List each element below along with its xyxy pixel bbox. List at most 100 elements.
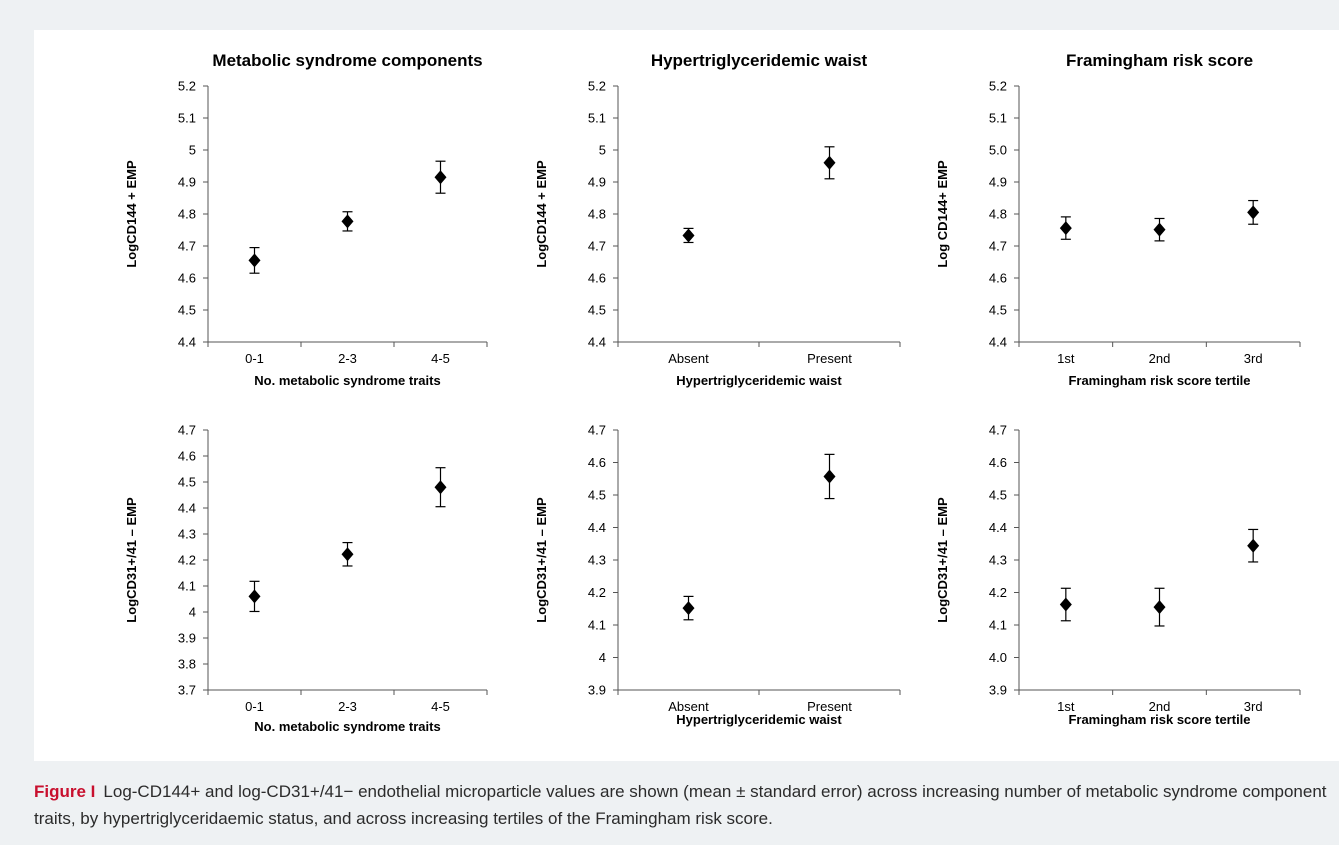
y-tick-label: 4.5 xyxy=(588,488,606,503)
y-tick-label: 4.7 xyxy=(178,423,196,438)
y-tick-label: 4.6 xyxy=(989,271,1007,286)
data-point-group xyxy=(1247,528,1260,563)
y-tick-label: 3.9 xyxy=(178,631,196,646)
y-tick-label: 4.7 xyxy=(989,239,1007,254)
data-point-group xyxy=(1247,199,1260,225)
data-point-group xyxy=(823,453,836,500)
y-tick-label: 4.9 xyxy=(588,175,606,190)
y-tick-label: 4.8 xyxy=(178,207,196,222)
y-tick-label: 4.2 xyxy=(588,585,606,600)
y-tick-label: 4.5 xyxy=(178,303,196,318)
x-axis-label: Framingham risk score tertile xyxy=(1068,712,1250,727)
caption-text: Log-CD144+ and log-CD31+/41− endothelial… xyxy=(34,782,1327,828)
y-axis-label: LogCD144 + EMP xyxy=(124,160,139,268)
y-tick-label: 4.1 xyxy=(588,618,606,633)
data-point-group xyxy=(341,211,354,232)
y-tick-label: 4.2 xyxy=(989,585,1007,600)
data-point-marker xyxy=(434,170,447,185)
y-tick-label: 4.9 xyxy=(989,175,1007,190)
data-point-group xyxy=(434,160,447,194)
y-tick-label: 4.6 xyxy=(178,271,196,286)
y-tick-label: 3.9 xyxy=(588,683,606,698)
y-tick-label: 4.3 xyxy=(178,527,196,542)
y-tick-label: 3.7 xyxy=(178,683,196,698)
x-axis-label: Hypertriglyceridemic waist xyxy=(676,373,842,388)
data-point-marker xyxy=(1247,538,1260,553)
x-axis-label: No. metabolic syndrome traits xyxy=(254,719,440,734)
x-tick-label: Absent xyxy=(668,351,709,366)
y-tick-label: 4.7 xyxy=(588,239,606,254)
y-tick-label: 4.5 xyxy=(989,303,1007,318)
data-point-marker xyxy=(682,228,695,243)
y-axis-label: LogCD31+/41 – EMP xyxy=(124,497,139,623)
chart-title: Metabolic syndrome components xyxy=(212,51,482,70)
data-point-group xyxy=(341,541,354,567)
x-tick-label: 1st xyxy=(1057,699,1075,714)
data-point-marker xyxy=(823,469,836,484)
x-tick-label: 0-1 xyxy=(245,699,264,714)
x-axis-label: Hypertriglyceridemic waist xyxy=(676,712,842,727)
data-point-marker xyxy=(248,589,261,604)
x-tick-label: 2-3 xyxy=(338,351,357,366)
chart-title: Hypertriglyceridemic waist xyxy=(651,51,868,70)
y-tick-label: 5.1 xyxy=(178,111,196,126)
chart-panel-6: 3.9 4.0 4.1 4.2 4.3 4.4 4.5 4.6 4.7 1st 2nd 3rdFram… xyxy=(935,423,1301,727)
y-tick-label: 4.4 xyxy=(588,520,606,535)
y-axis-label: LogCD31+/41 – EMP xyxy=(935,497,950,623)
y-tick-label: 5 xyxy=(189,143,196,158)
data-point-group xyxy=(682,227,695,244)
y-tick-label: 4.6 xyxy=(588,455,606,470)
y-tick-label: 4.8 xyxy=(588,207,606,222)
x-tick-label: 2-3 xyxy=(338,699,357,714)
data-point-group xyxy=(248,580,261,613)
data-point-marker xyxy=(682,601,695,616)
y-tick-label: 4.8 xyxy=(989,207,1007,222)
data-point-marker xyxy=(1059,597,1072,612)
x-tick-label: Present xyxy=(807,351,852,366)
y-tick-label: 4.6 xyxy=(989,455,1007,470)
x-tick-label: Absent xyxy=(668,699,709,714)
data-point-group xyxy=(248,247,261,274)
chart-panel-4: 3.7 3.8 3.9 4 4.1 4.2 4.3 4.4 4.5 4.6 4.7 0-1 2-3 4-5… xyxy=(124,423,488,734)
x-axis-label: No. metabolic syndrome traits xyxy=(254,373,440,388)
x-tick-label: 0-1 xyxy=(245,351,264,366)
data-point-group xyxy=(1153,587,1166,627)
x-tick-label: 2nd xyxy=(1149,699,1171,714)
y-tick-label: 4.1 xyxy=(178,579,196,594)
x-tick-label: 1st xyxy=(1057,351,1075,366)
y-tick-label: 4.2 xyxy=(178,553,196,568)
chart-panel-area xyxy=(34,30,1339,761)
x-tick-label: Present xyxy=(807,699,852,714)
chart-panel-1: Metabolic syndrome components 4.4 4.5 4.6 4.… xyxy=(124,51,488,388)
x-tick-label: 4-5 xyxy=(431,699,450,714)
y-tick-label: 4.9 xyxy=(178,175,196,190)
y-tick-label: 5.0 xyxy=(989,143,1007,158)
data-point-group xyxy=(1153,217,1166,242)
chart-panel-3: Framingham risk score 4.4 4.5 4.6 4.7 4.8 4.9 5… xyxy=(935,51,1301,388)
y-tick-label: 4 xyxy=(599,650,606,665)
y-tick-label: 4.4 xyxy=(989,335,1007,350)
x-axis-label: Framingham risk score tertile xyxy=(1068,373,1250,388)
y-tick-label: 5.1 xyxy=(588,111,606,126)
data-point-marker xyxy=(1059,221,1072,236)
y-tick-label: 4.3 xyxy=(989,553,1007,568)
data-point-group xyxy=(823,146,836,180)
y-tick-label: 5.2 xyxy=(178,79,196,94)
data-point-marker xyxy=(823,155,836,170)
y-axis-label: LogCD31+/41 – EMP xyxy=(534,497,549,623)
chart-title: Framingham risk score xyxy=(1066,51,1253,70)
y-tick-label: 4.4 xyxy=(989,520,1007,535)
data-point-group xyxy=(434,467,447,508)
data-point-marker xyxy=(1153,222,1166,237)
figure-label: Figure I xyxy=(34,782,96,801)
x-tick-label: 2nd xyxy=(1149,351,1171,366)
y-tick-label: 5.2 xyxy=(588,79,606,94)
y-tick-label: 4.6 xyxy=(178,449,196,464)
y-tick-label: 4.7 xyxy=(989,423,1007,438)
y-tick-label: 4.1 xyxy=(989,618,1007,633)
y-tick-label: 4.3 xyxy=(588,553,606,568)
chart-panel-2: Hypertriglyceridemic waist 4.4 4.5 4.6 4.7 4.… xyxy=(534,51,901,388)
y-tick-label: 3.9 xyxy=(989,683,1007,698)
y-tick-label: 4.4 xyxy=(178,335,196,350)
